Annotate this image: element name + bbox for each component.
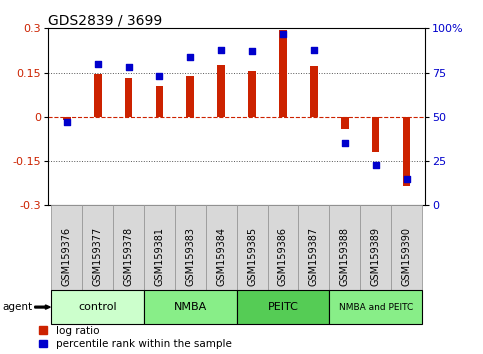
FancyBboxPatch shape — [113, 205, 144, 290]
Bar — [186, 76, 194, 117]
Text: GSM159383: GSM159383 — [185, 227, 195, 286]
Bar — [217, 65, 225, 117]
Point — [403, 176, 411, 182]
Text: GSM159384: GSM159384 — [216, 227, 226, 286]
FancyBboxPatch shape — [82, 205, 113, 290]
Bar — [310, 66, 318, 117]
Bar — [125, 78, 132, 117]
FancyBboxPatch shape — [268, 205, 298, 290]
Bar — [372, 117, 380, 152]
Bar — [156, 86, 163, 117]
Text: GSM159381: GSM159381 — [155, 227, 165, 286]
Text: GSM159388: GSM159388 — [340, 227, 350, 286]
FancyBboxPatch shape — [144, 290, 237, 324]
Text: NMBA and PEITC: NMBA and PEITC — [339, 303, 413, 312]
Bar — [279, 30, 287, 117]
Point — [279, 31, 287, 36]
Text: GSM159386: GSM159386 — [278, 227, 288, 286]
Text: GSM159376: GSM159376 — [62, 227, 72, 286]
FancyBboxPatch shape — [206, 205, 237, 290]
Point — [217, 47, 225, 52]
FancyBboxPatch shape — [360, 205, 391, 290]
Text: GSM159378: GSM159378 — [124, 227, 134, 286]
Bar — [248, 70, 256, 117]
FancyBboxPatch shape — [329, 205, 360, 290]
Text: GSM159385: GSM159385 — [247, 227, 257, 286]
Point — [156, 73, 163, 79]
Text: GDS2839 / 3699: GDS2839 / 3699 — [48, 13, 163, 27]
Text: PEITC: PEITC — [268, 302, 298, 312]
Text: GSM159389: GSM159389 — [370, 227, 381, 286]
Text: control: control — [78, 302, 117, 312]
FancyBboxPatch shape — [237, 290, 329, 324]
FancyBboxPatch shape — [51, 290, 144, 324]
Bar — [341, 117, 349, 129]
Point — [94, 61, 101, 67]
FancyBboxPatch shape — [391, 205, 422, 290]
FancyBboxPatch shape — [329, 290, 422, 324]
Point — [248, 48, 256, 54]
Text: GSM159387: GSM159387 — [309, 227, 319, 286]
Text: GSM159390: GSM159390 — [401, 227, 412, 286]
FancyBboxPatch shape — [237, 205, 268, 290]
Point — [310, 47, 318, 52]
FancyBboxPatch shape — [175, 205, 206, 290]
FancyBboxPatch shape — [51, 205, 82, 290]
Bar — [63, 117, 71, 120]
FancyBboxPatch shape — [298, 205, 329, 290]
Point — [341, 141, 349, 146]
Point — [372, 162, 380, 167]
Text: agent: agent — [2, 302, 32, 312]
Point — [63, 119, 71, 125]
Text: GSM159377: GSM159377 — [93, 227, 103, 286]
Bar — [94, 74, 101, 117]
Text: NMBA: NMBA — [174, 302, 207, 312]
Point — [125, 64, 132, 70]
Point — [186, 54, 194, 59]
Legend: log ratio, percentile rank within the sample: log ratio, percentile rank within the sa… — [39, 326, 231, 349]
FancyBboxPatch shape — [144, 205, 175, 290]
Bar — [403, 117, 411, 186]
